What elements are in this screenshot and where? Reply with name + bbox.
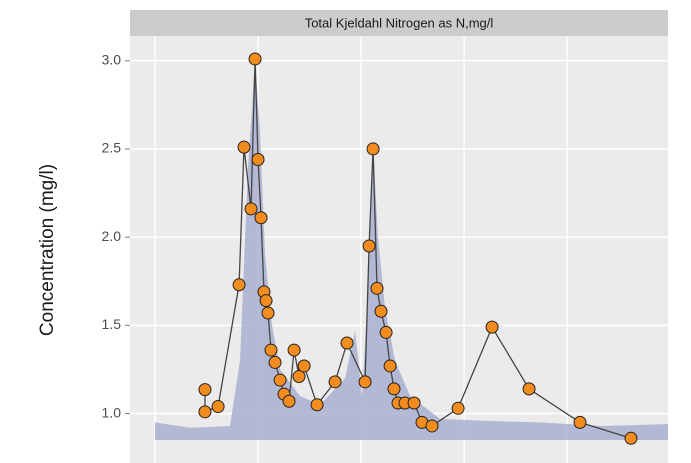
data-point: [340, 336, 354, 350]
data-point: [198, 405, 212, 419]
facet-strip: [130, 10, 668, 36]
data-point: [485, 320, 499, 334]
data-point: [232, 278, 246, 292]
y-tick-label: 2.0: [102, 228, 122, 244]
data-point: [573, 415, 587, 429]
data-point: [273, 373, 287, 387]
data-point: [310, 398, 324, 412]
y-tick-label: 1.5: [102, 316, 122, 332]
data-point: [259, 294, 273, 308]
data-point: [261, 306, 275, 320]
data-point: [328, 375, 342, 389]
data-point: [254, 211, 268, 225]
y-tick-label: 1.0: [102, 404, 122, 420]
data-point: [407, 396, 421, 410]
data-point: [379, 325, 393, 339]
facet-title: Total Kjeldahl Nitrogen as N,mg/l: [305, 15, 494, 30]
data-point: [248, 52, 262, 66]
data-point: [244, 202, 258, 216]
data-point: [451, 401, 465, 415]
data-point: [268, 355, 282, 369]
data-point: [383, 359, 397, 373]
data-point: [282, 394, 296, 408]
y-tick-label: 3.0: [102, 51, 122, 67]
data-point: [624, 431, 638, 445]
data-point: [211, 400, 225, 414]
data-point: [297, 359, 311, 373]
data-point: [362, 239, 376, 253]
data-point: [522, 382, 536, 396]
area: [155, 60, 668, 441]
data-point: [198, 383, 212, 397]
y-tick-label: 2.5: [102, 140, 122, 156]
data-point: [237, 140, 251, 154]
y-axis-title: Concentration (mg/l): [37, 164, 58, 336]
data-point: [374, 304, 388, 318]
data-point: [264, 343, 278, 357]
data-point: [251, 153, 265, 167]
data-point: [287, 343, 301, 357]
data-point: [387, 382, 401, 396]
data-point: [425, 419, 439, 433]
data-point: [358, 375, 372, 389]
data-point: [370, 281, 384, 295]
data-point: [366, 142, 380, 156]
data-point: [292, 370, 306, 384]
